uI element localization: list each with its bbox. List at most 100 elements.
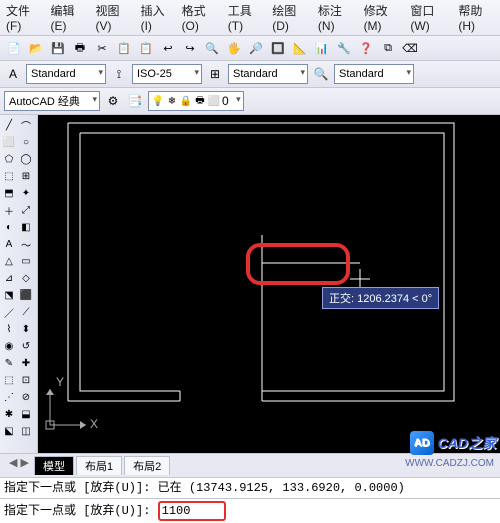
tool-button-4[interactable]: ⬠ — [1, 151, 17, 167]
tool-button-18[interactable]: ⊿ — [1, 270, 17, 286]
tool-button-19[interactable]: ◇ — [18, 270, 34, 286]
toolbar-button-1[interactable]: 📂 — [26, 38, 46, 58]
toolbar-button-6[interactable]: 📋 — [136, 38, 156, 58]
tool-button-22[interactable]: ／ — [1, 304, 17, 320]
table-style-icon[interactable]: ⊞ — [206, 65, 224, 83]
tab-layout2[interactable]: 布局2 — [124, 456, 170, 475]
tool-button-25[interactable]: ⬍ — [18, 321, 34, 337]
text-style-icon[interactable]: A — [4, 65, 22, 83]
toolbar-button-3[interactable]: 🖶 — [70, 38, 90, 58]
workspace-settings-icon[interactable]: ⚙ — [104, 92, 122, 110]
tool-button-23[interactable]: ⟋ — [18, 304, 34, 320]
tool-button-12[interactable]: ◐ — [1, 219, 17, 235]
mleader-style-dropdown[interactable]: Standard — [334, 64, 414, 84]
toolbar-button-7[interactable]: ↩ — [158, 38, 178, 58]
workspace-dropdown[interactable]: AutoCAD 经典 — [4, 91, 100, 111]
tool-button-15[interactable]: ～ — [18, 236, 34, 252]
tool-button-30[interactable]: ⬚ — [1, 372, 17, 388]
menu-modify[interactable]: 修改(M) — [364, 2, 401, 33]
command-input-highlight — [158, 501, 226, 521]
drawing-canvas[interactable]: 正交: 1206.2374 < 0° X Y — [38, 115, 500, 453]
main-area: ╱⌒⬜○⬠◯⬚⊞⬒✦＋⤢◐◧A～△▭⊿◇⬔⬛／⟋⌇⬍◉↺✎✚⬚⊡⋰⊘✱⬓⬕◫ 正… — [0, 115, 500, 453]
toolbar-button-12[interactable]: 🔲 — [268, 38, 288, 58]
tool-button-36[interactable]: ⬕ — [1, 423, 17, 439]
menu-dimension[interactable]: 标注(N) — [318, 2, 354, 33]
tool-button-16[interactable]: △ — [1, 253, 17, 269]
mleader-style-icon[interactable]: 🔍 — [312, 65, 330, 83]
command-input-line[interactable]: 指定下一点或 [放弃(U)]: — [0, 498, 500, 523]
toolbar-button-4[interactable]: ✂ — [92, 38, 112, 58]
tool-button-11[interactable]: ⤢ — [18, 202, 34, 218]
styles-toolbar: A Standard ⟟ ISO-25 ⊞ Standard 🔍 Standar… — [0, 61, 500, 88]
toolbar-button-13[interactable]: 📐 — [290, 38, 310, 58]
toolbar-button-17[interactable]: ⧉ — [378, 38, 398, 58]
tool-button-6[interactable]: ⬚ — [1, 168, 17, 184]
menu-insert[interactable]: 插入(I) — [141, 2, 172, 33]
toolbar-button-8[interactable]: ↪ — [180, 38, 200, 58]
menu-window[interactable]: 窗口(W) — [410, 2, 448, 33]
tool-button-28[interactable]: ✎ — [1, 355, 17, 371]
standard-toolbar: 📄📂💾🖶✂📋📋↩↪🔍🖐🔎🔲📐📊🔧❓⧉⌫ — [0, 36, 500, 61]
tool-button-26[interactable]: ◉ — [1, 338, 17, 354]
layer-color-icon: ⬜ — [208, 95, 220, 107]
toolbar-button-15[interactable]: 🔧 — [334, 38, 354, 58]
tool-button-14[interactable]: A — [1, 236, 17, 252]
ucs-x-label: X — [90, 417, 98, 431]
ucs-y-label: Y — [56, 375, 64, 389]
menu-help[interactable]: 帮助(H) — [458, 2, 494, 33]
toolbar-button-11[interactable]: 🔎 — [246, 38, 266, 58]
tool-button-7[interactable]: ⊞ — [18, 168, 34, 184]
tool-button-24[interactable]: ⌇ — [1, 321, 17, 337]
tool-button-29[interactable]: ✚ — [18, 355, 34, 371]
tool-button-1[interactable]: ⌒ — [18, 117, 34, 133]
tool-button-27[interactable]: ↺ — [18, 338, 34, 354]
menu-file[interactable]: 文件(F) — [6, 2, 40, 33]
toolbar-button-10[interactable]: 🖐 — [224, 38, 244, 58]
tool-button-5[interactable]: ◯ — [18, 151, 34, 167]
tool-button-37[interactable]: ◫ — [18, 423, 34, 439]
watermark-url: WWW.CADZJ.COM — [405, 458, 494, 469]
layer-manager-icon[interactable]: 📑 — [126, 92, 144, 110]
tool-button-20[interactable]: ⬔ — [1, 287, 17, 303]
tool-button-17[interactable]: ▭ — [18, 253, 34, 269]
toolbar-button-0[interactable]: 📄 — [4, 38, 24, 58]
menu-view[interactable]: 视图(V) — [96, 2, 131, 33]
tool-button-10[interactable]: ＋ — [1, 202, 17, 218]
layer-plot-icon: 🖶 — [194, 95, 206, 107]
dim-style-icon[interactable]: ⟟ — [110, 65, 128, 83]
tool-button-13[interactable]: ◧ — [18, 219, 34, 235]
menu-edit[interactable]: 编辑(E) — [50, 2, 85, 33]
watermark: AD CAD之家 — [410, 431, 496, 455]
layer-dropdown[interactable]: 💡 ❄ 🔒 🖶 ⬜ 0 — [148, 91, 244, 111]
tool-button-35[interactable]: ⬓ — [18, 406, 34, 422]
text-style-dropdown[interactable]: Standard — [26, 64, 106, 84]
toolbar-button-2[interactable]: 💾 — [48, 38, 68, 58]
tool-button-8[interactable]: ⬒ — [1, 185, 17, 201]
command-input[interactable] — [162, 503, 222, 519]
tool-button-34[interactable]: ✱ — [1, 406, 17, 422]
menu-draw[interactable]: 绘图(D) — [272, 2, 308, 33]
tool-button-2[interactable]: ⬜ — [1, 134, 17, 150]
dim-style-dropdown[interactable]: ISO-25 — [132, 64, 202, 84]
draw-modify-toolbar: ╱⌒⬜○⬠◯⬚⊞⬒✦＋⤢◐◧A～△▭⊿◇⬔⬛／⟋⌇⬍◉↺✎✚⬚⊡⋰⊘✱⬓⬕◫ — [0, 115, 38, 453]
menu-format[interactable]: 格式(O) — [182, 2, 218, 33]
tool-button-32[interactable]: ⋰ — [1, 389, 17, 405]
tool-button-21[interactable]: ⬛ — [18, 287, 34, 303]
toolbar-button-5[interactable]: 📋 — [114, 38, 134, 58]
toolbar-button-18[interactable]: ⌫ — [400, 38, 420, 58]
tab-layout1[interactable]: 布局1 — [76, 456, 122, 475]
toolbar-button-9[interactable]: 🔍 — [202, 38, 222, 58]
highlight-annotation — [246, 243, 350, 285]
tool-button-33[interactable]: ⊘ — [18, 389, 34, 405]
table-style-dropdown[interactable]: Standard — [228, 64, 308, 84]
tab-scroll-controls[interactable]: ◀ ▶ — [6, 456, 32, 475]
workspace-toolbar: AutoCAD 经典 ⚙ 📑 💡 ❄ 🔒 🖶 ⬜ 0 — [0, 88, 500, 115]
tool-button-0[interactable]: ╱ — [1, 117, 17, 133]
tool-button-9[interactable]: ✦ — [18, 185, 34, 201]
toolbar-button-16[interactable]: ❓ — [356, 38, 376, 58]
toolbar-button-14[interactable]: 📊 — [312, 38, 332, 58]
tab-model[interactable]: 模型 — [34, 456, 74, 475]
tool-button-31[interactable]: ⊡ — [18, 372, 34, 388]
tool-button-3[interactable]: ○ — [18, 134, 34, 150]
menu-tools[interactable]: 工具(T) — [228, 2, 262, 33]
